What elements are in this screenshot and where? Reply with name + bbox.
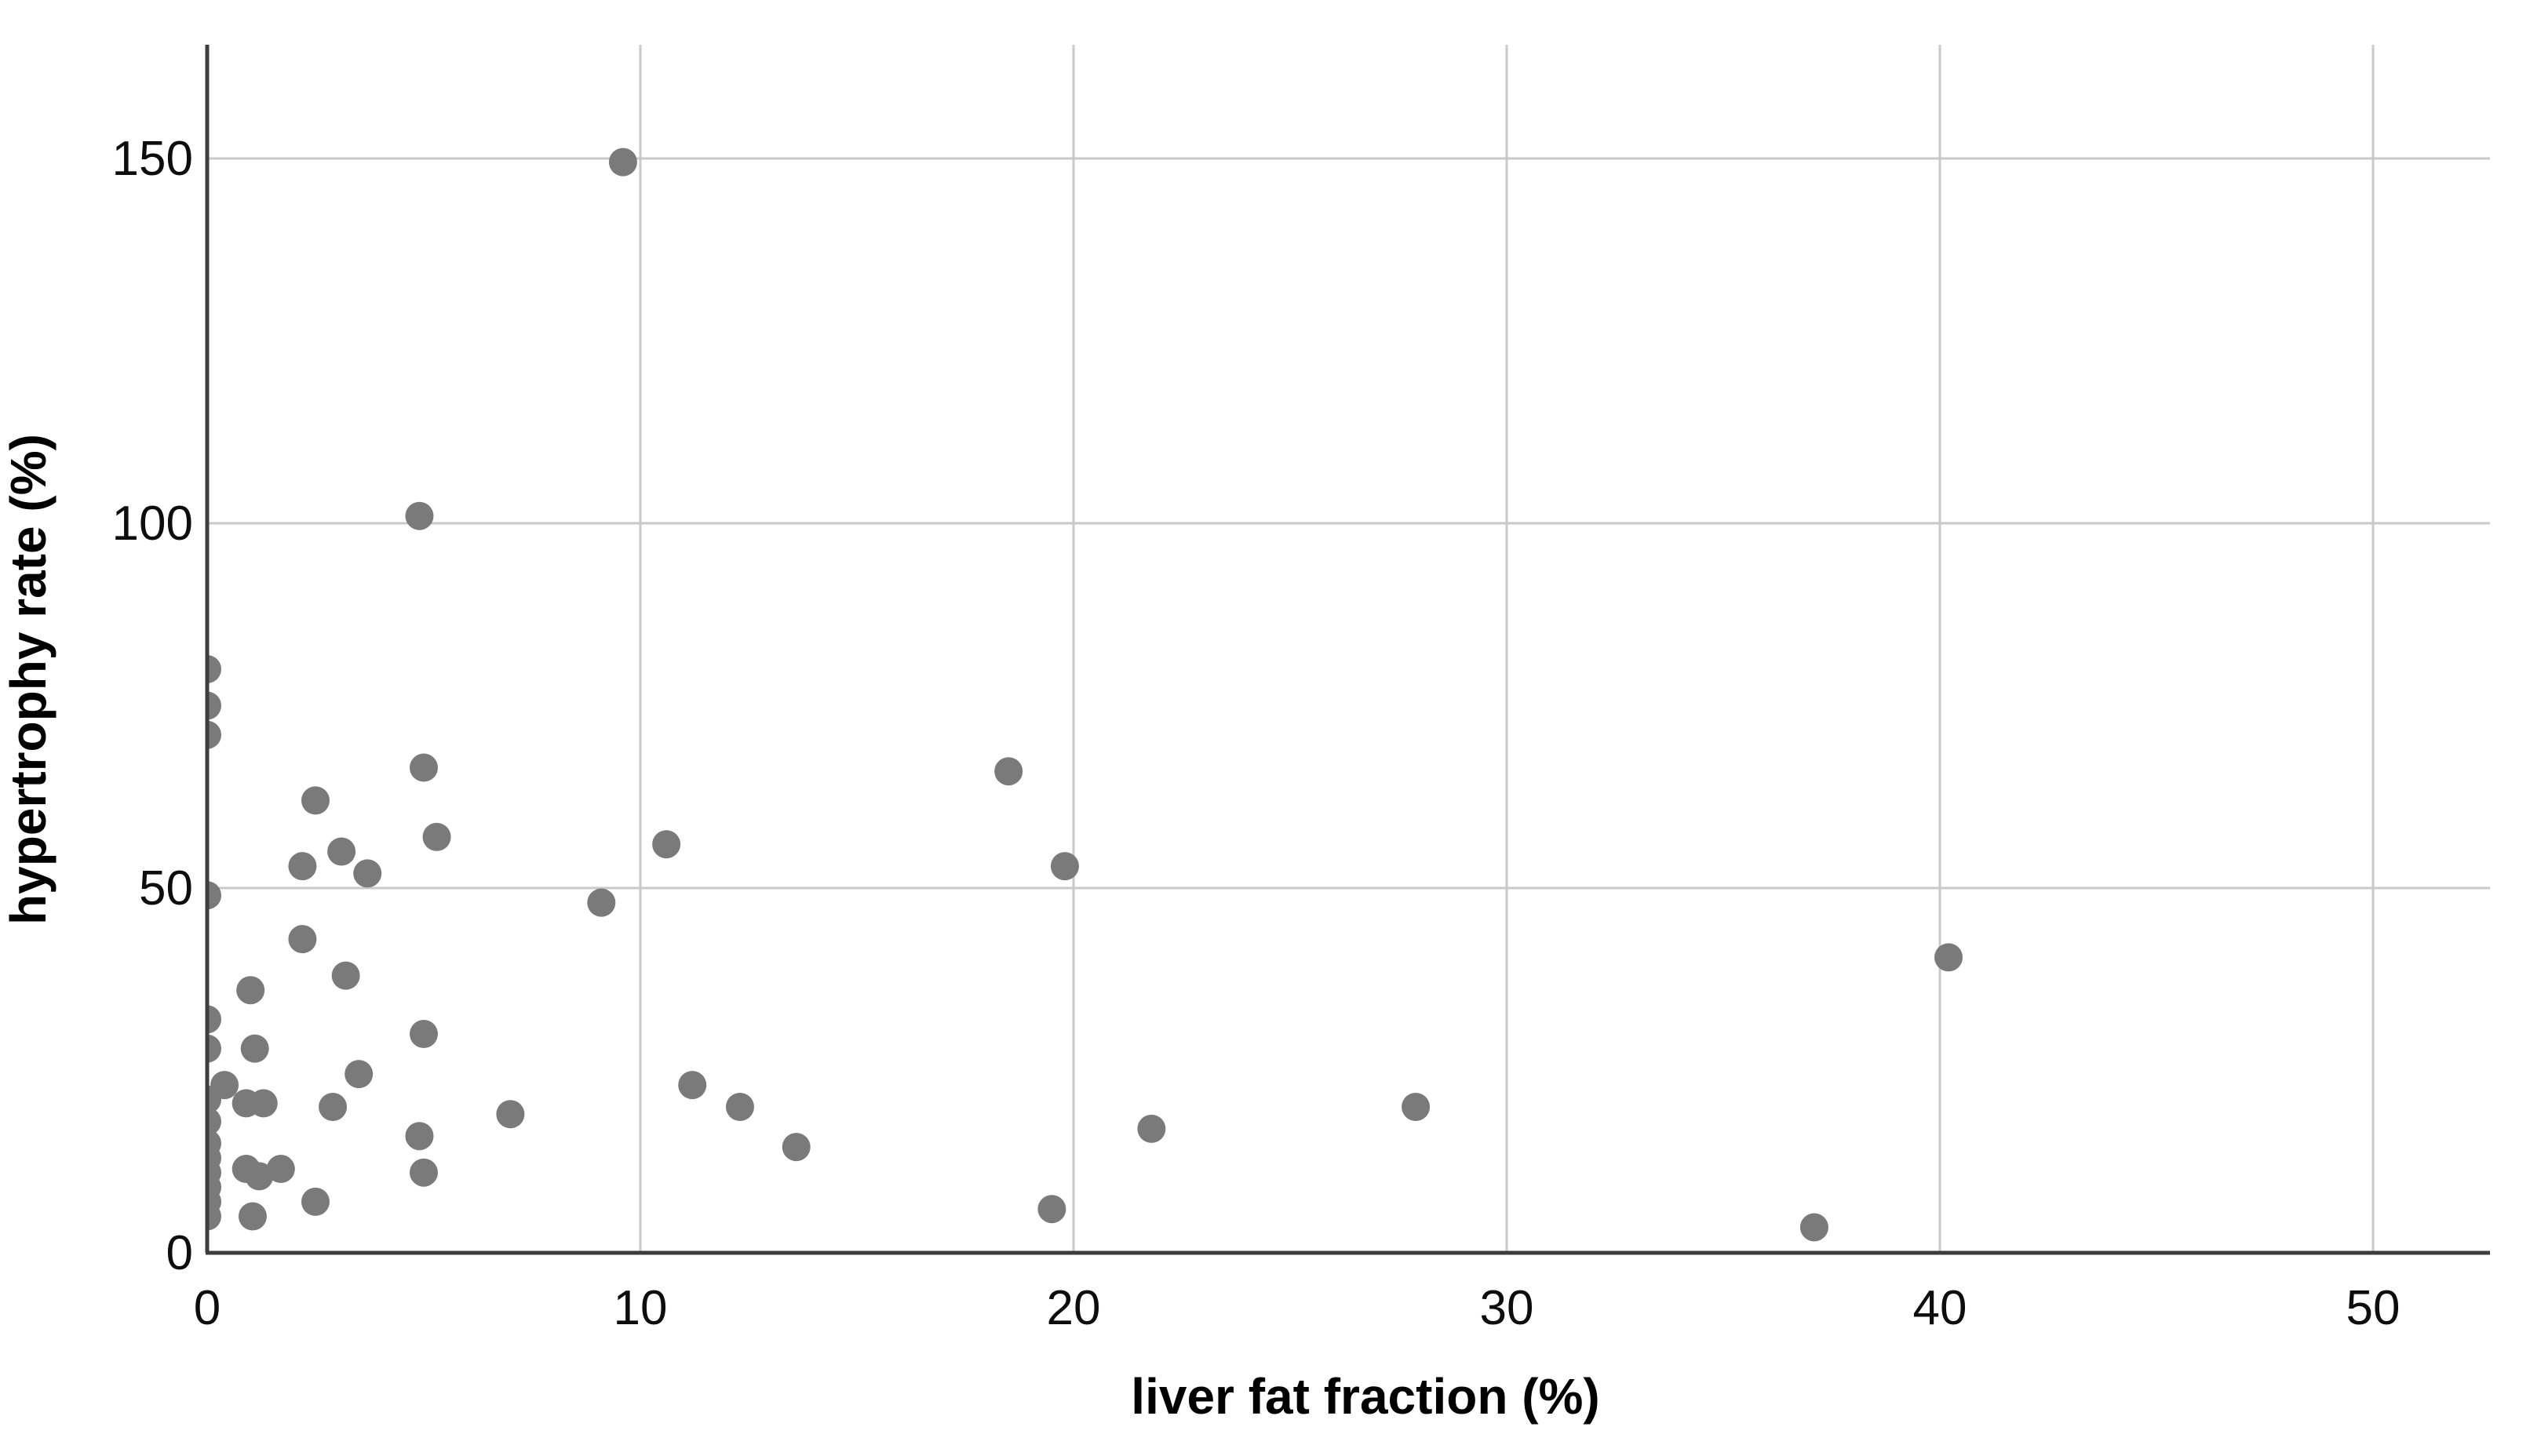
scatter-point: [207, 881, 221, 910]
scatter-point: [405, 501, 434, 530]
scatter-point: [353, 859, 382, 888]
tick-labels: 0 10 20 30 40 50 0 50 100 150: [112, 132, 2401, 1335]
scatter-point: [207, 655, 221, 683]
scatter-point: [782, 1133, 811, 1162]
scatter-point: [587, 888, 616, 917]
data-points: [207, 147, 1963, 1242]
scatter-point: [1934, 943, 1963, 972]
scatter-point: [207, 720, 221, 749]
axes: [205, 45, 2490, 1255]
scatter-point: [238, 1202, 267, 1231]
scatter-point: [1402, 1093, 1431, 1121]
x-tick-label: 40: [1913, 1281, 1967, 1335]
y-tick-label: 0: [166, 1226, 193, 1280]
x-tick-label: 30: [1480, 1281, 1534, 1335]
scatter-point: [422, 822, 451, 851]
scatter-point: [210, 1071, 239, 1100]
scatter-point: [994, 757, 1023, 786]
scatter-point: [207, 691, 221, 720]
scatter-point: [725, 1093, 754, 1121]
scatter-point: [240, 1034, 269, 1063]
scatter-point: [331, 961, 360, 990]
scatter-point: [327, 837, 356, 866]
x-tick-label: 10: [614, 1281, 668, 1335]
scatter-point: [319, 1093, 348, 1121]
x-axis-title: liver fat fraction (%): [1131, 1368, 1599, 1425]
scatter-point: [410, 753, 438, 782]
scatter-point: [207, 1005, 221, 1034]
scatter-point: [652, 830, 681, 859]
scatter-point: [288, 925, 317, 954]
scatter-point: [410, 1158, 438, 1187]
scatter-point: [405, 1122, 434, 1151]
scatter-point: [245, 1162, 274, 1191]
scatter-point: [236, 976, 265, 1005]
scatter-point: [1137, 1114, 1166, 1143]
scatter-point: [608, 147, 637, 177]
scatter-point: [1050, 852, 1079, 881]
y-tick-label: 100: [112, 497, 193, 551]
gridlines: [207, 45, 2490, 1253]
scatter-point: [207, 1202, 221, 1231]
scatter-point: [1037, 1195, 1066, 1224]
scatter-point: [496, 1100, 525, 1129]
scatter-point: [410, 1020, 438, 1048]
x-tick-label: 50: [2346, 1281, 2401, 1335]
scatter-point: [1799, 1213, 1828, 1242]
scatter-point: [249, 1089, 278, 1118]
scatter-point: [678, 1071, 707, 1100]
y-axis-title: hypertrophy rate (%): [0, 434, 57, 925]
x-tick-label: 0: [194, 1281, 221, 1335]
scatter-point: [288, 852, 317, 881]
scatter-point: [207, 1107, 221, 1136]
scatter-point: [207, 1034, 221, 1063]
scatter-point: [345, 1060, 374, 1089]
y-tick-label: 50: [139, 861, 193, 915]
scatter-point: [266, 1155, 295, 1184]
scatter-point: [301, 1187, 330, 1216]
scatter-point: [301, 786, 330, 815]
x-tick-label: 20: [1047, 1281, 1101, 1335]
y-tick-label: 150: [112, 132, 193, 186]
